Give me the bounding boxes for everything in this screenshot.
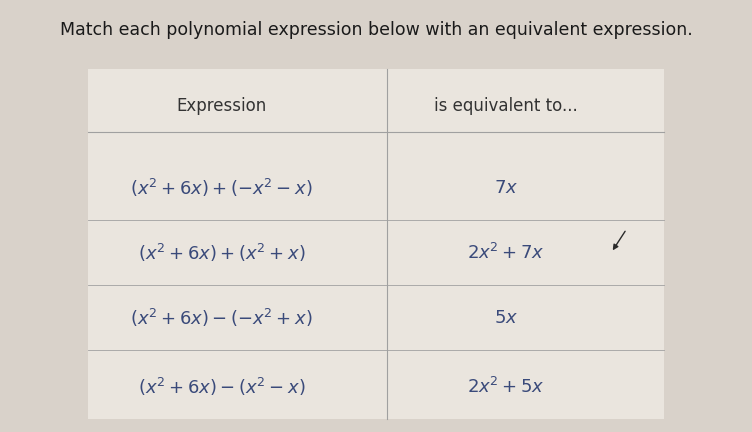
Text: $(x^2 + 6x) + (-x^2 - x)$: $(x^2 + 6x) + (-x^2 - x)$ bbox=[130, 177, 313, 199]
FancyBboxPatch shape bbox=[88, 69, 664, 419]
Text: $2x^2 + 5x$: $2x^2 + 5x$ bbox=[467, 377, 544, 397]
Text: Expression: Expression bbox=[177, 97, 267, 115]
Text: $7x$: $7x$ bbox=[494, 179, 518, 197]
Text: $(x^2 + 6x) + (x^2 + x)$: $(x^2 + 6x) + (x^2 + x)$ bbox=[138, 241, 305, 264]
Text: is equivalent to...: is equivalent to... bbox=[434, 97, 578, 115]
Text: $(x^2 + 6x) - (x^2 - x)$: $(x^2 + 6x) - (x^2 - x)$ bbox=[138, 375, 305, 398]
Text: $5x$: $5x$ bbox=[494, 308, 518, 327]
Text: Match each polynomial expression below with an equivalent expression.: Match each polynomial expression below w… bbox=[59, 21, 693, 39]
Text: $(x^2 + 6x) - (-x^2 + x)$: $(x^2 + 6x) - (-x^2 + x)$ bbox=[130, 306, 313, 329]
Text: $2x^2 + 7x$: $2x^2 + 7x$ bbox=[467, 243, 544, 263]
